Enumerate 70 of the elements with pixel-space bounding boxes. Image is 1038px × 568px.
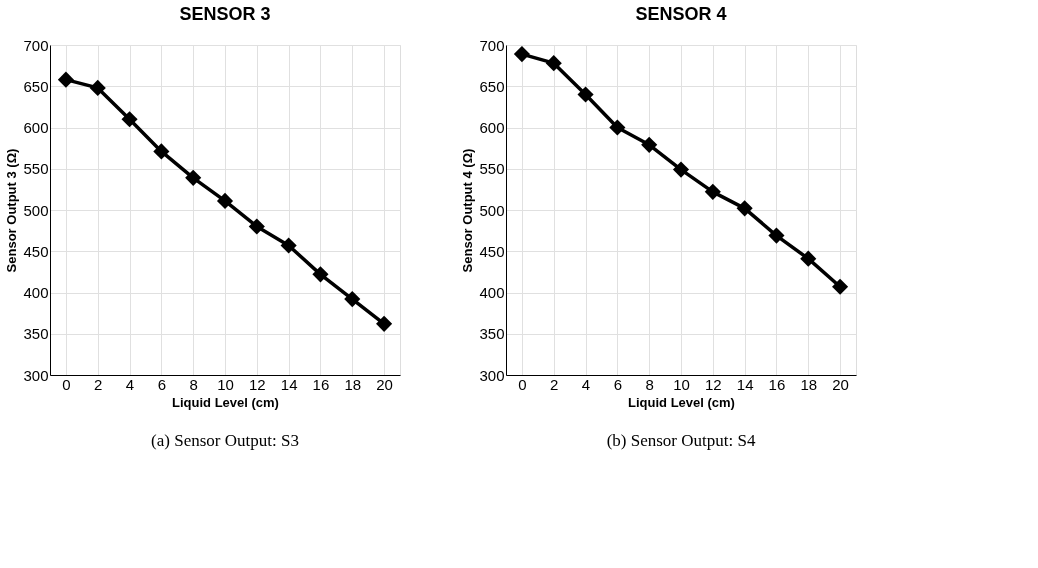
point: [609, 119, 626, 136]
x-tick-label: 2: [94, 375, 103, 393]
point: [89, 79, 106, 96]
y-axis-title: Sensor Output 3 (Ω): [4, 148, 20, 273]
point: [121, 111, 138, 128]
point: [344, 291, 361, 308]
x-tick-label: 10: [673, 375, 690, 393]
point: [800, 250, 817, 267]
y-tick-label: 650: [23, 77, 49, 95]
point: [153, 143, 170, 160]
x-tick-label: 0: [518, 375, 527, 393]
point: [704, 183, 721, 200]
point: [248, 218, 265, 235]
y-tick-label: 550: [479, 160, 505, 178]
x-tick-label: 6: [157, 375, 167, 393]
x-tick-label: 8: [189, 375, 198, 393]
point: [672, 161, 690, 178]
point: [545, 55, 562, 72]
y-tick-label: 700: [479, 36, 505, 54]
text: (a) Sensor Output: S3: [151, 431, 299, 450]
y-tick-label: 700: [23, 36, 49, 54]
x-tick-label: 12: [248, 375, 266, 393]
x-tick-label: 16: [768, 375, 786, 393]
point: [57, 71, 74, 88]
y-tick-label: 450: [23, 242, 49, 260]
x-tick-label: 12: [704, 375, 722, 393]
y-tick-label: 500: [479, 201, 505, 219]
point: [768, 227, 785, 244]
y-axis-title: Sensor Output 4 (Ω): [460, 148, 476, 273]
x-tick-label: 16: [312, 375, 330, 393]
x-tick-label: 18: [800, 375, 818, 393]
x-tick-label: 20: [832, 375, 849, 393]
y-tick-label: 650: [479, 77, 505, 95]
y-tick-label: 300: [23, 366, 49, 384]
x-tick-label: 4: [125, 375, 135, 393]
y-tick-label: 600: [23, 119, 49, 136]
chart-title: SENSOR 4: [635, 4, 727, 24]
x-tick-label: 4: [581, 375, 591, 393]
x-axis-title: Liquid Level (cm): [172, 394, 279, 410]
point: [641, 136, 658, 153]
x-tick-label: 2: [550, 375, 559, 393]
x-tick-label: 0: [62, 375, 71, 393]
x-tick-label: 8: [645, 375, 654, 393]
point: [376, 315, 393, 332]
x-tick-label: 6: [613, 375, 623, 393]
y-tick-label: 350: [479, 325, 505, 343]
y-tick-label: 400: [479, 284, 505, 301]
y-tick-label: 350: [23, 325, 49, 343]
y-tick-label: 300: [479, 366, 505, 384]
y-tick-label: 600: [479, 119, 505, 136]
point: [832, 278, 849, 295]
x-tick-label: 14: [280, 375, 298, 393]
point: [185, 169, 202, 186]
x-tick-label: 20: [376, 375, 393, 393]
x-tick-label: 10: [217, 375, 234, 393]
x-tick-label: 18: [344, 375, 362, 393]
text: (b) Sensor Output: S4: [606, 431, 756, 450]
y-tick-label: 400: [23, 284, 49, 301]
y-tick-label: 550: [23, 160, 49, 178]
point: [513, 46, 530, 63]
point: [216, 192, 234, 209]
point: [577, 86, 594, 103]
x-axis-title: Liquid Level (cm): [628, 394, 735, 410]
y-tick-label: 500: [23, 201, 49, 219]
y-tick-label: 450: [479, 242, 505, 260]
x-tick-label: 14: [736, 375, 754, 393]
chart-title: SENSOR 3: [179, 4, 271, 24]
point: [312, 266, 329, 283]
point: [736, 200, 753, 217]
point: [280, 237, 297, 254]
